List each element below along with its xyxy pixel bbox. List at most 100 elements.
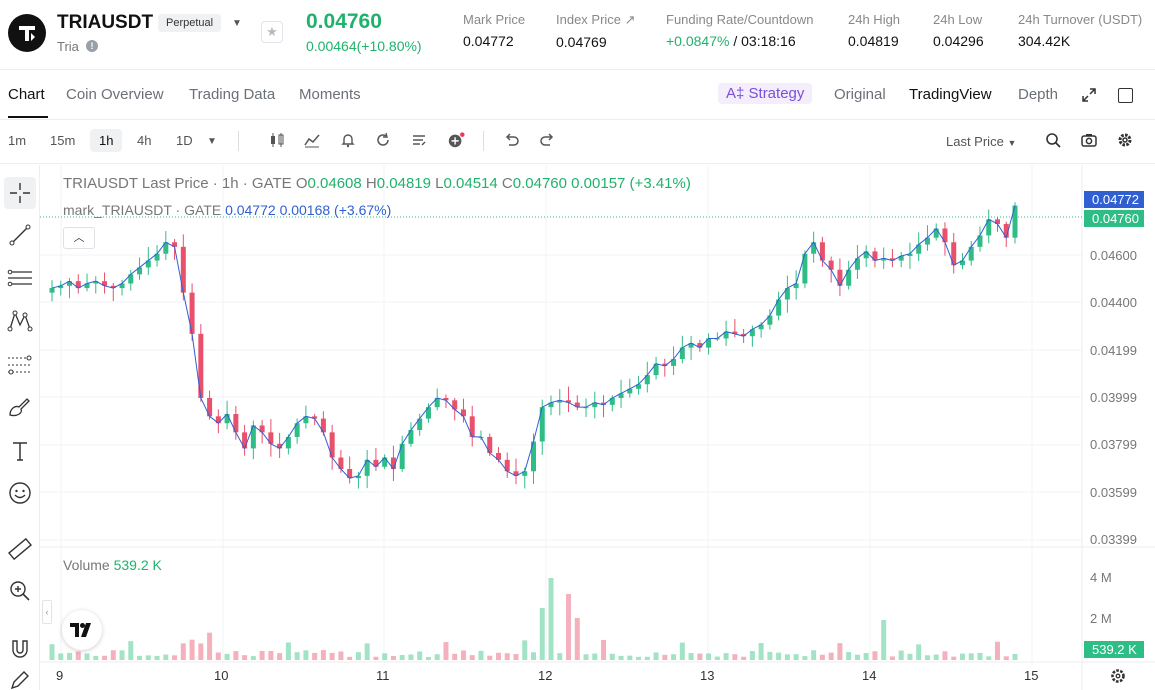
timeframe-15m[interactable]: 15m <box>50 133 76 148</box>
candle-body <box>566 400 572 403</box>
candle-type-icon[interactable] <box>268 131 286 149</box>
candle-body <box>889 258 895 261</box>
candle-body <box>93 281 99 284</box>
tab-tradingview[interactable]: TradingView <box>909 86 992 103</box>
timeframe-1h[interactable]: 1h <box>90 129 123 152</box>
candle-body <box>224 414 230 424</box>
text-tool-icon[interactable] <box>4 435 36 467</box>
volume-bar <box>460 650 466 660</box>
expand-icon[interactable] <box>1081 87 1097 108</box>
pattern-tool-icon[interactable] <box>4 305 36 337</box>
collapse-legend-button[interactable]: ︿ <box>63 227 95 249</box>
timeframe-dropdown-icon[interactable]: ▼ <box>207 136 217 147</box>
volume-bar <box>443 642 449 660</box>
mark-price-legend: mark_TRIAUSDT · GATE 0.04772 0.00168 (+3… <box>63 202 392 218</box>
zoom-in-icon[interactable] <box>4 575 36 607</box>
candle-body <box>119 283 125 289</box>
tab-trading-data[interactable]: Trading Data <box>189 86 276 103</box>
fib-retracement-icon[interactable] <box>4 349 36 381</box>
candle-body <box>487 436 493 453</box>
candle-body <box>609 398 615 405</box>
tab-coin-overview[interactable]: Coin Overview <box>66 86 164 103</box>
chevron-down-icon[interactable]: ▼ <box>232 18 242 29</box>
pencil-icon[interactable] <box>4 670 36 690</box>
volume-bar <box>198 643 204 660</box>
ohlc-legend: TRIAUSDT Last Price · 1h · GATE O0.04608… <box>63 175 691 192</box>
tab-depth[interactable]: Depth <box>1018 86 1059 103</box>
candle-body <box>84 283 90 289</box>
price-axis-label: 0.03599 <box>1090 485 1137 500</box>
candle-body <box>417 418 423 431</box>
add-plugin-icon[interactable] <box>447 131 465 149</box>
replay-icon[interactable] <box>374 131 392 149</box>
volume-bar <box>452 653 458 660</box>
candle-body <box>303 416 309 424</box>
price-axis-label: 0.04600 <box>1090 248 1137 263</box>
candle-body <box>110 285 116 289</box>
trend-line-icon[interactable] <box>4 219 36 251</box>
template-icon[interactable] <box>410 131 428 149</box>
candle-body <box>207 398 213 417</box>
indicators-icon[interactable] <box>303 131 321 149</box>
collapse-toolbar-button[interactable]: ‹ <box>42 600 52 624</box>
price-axis-label: 0.04199 <box>1090 343 1137 358</box>
timeframe-4h[interactable]: 4h <box>137 133 152 148</box>
fullscreen-icon[interactable] <box>1118 88 1133 103</box>
volume-bar <box>881 620 887 660</box>
volume-bar <box>84 653 90 660</box>
volume-bar <box>417 651 423 660</box>
emoji-icon[interactable] <box>4 477 36 509</box>
stat-index-price[interactable]: Index Price ↗ 0.04769 <box>556 12 636 50</box>
price-chart[interactable] <box>40 165 1155 690</box>
tab-chart[interactable]: Chart <box>8 86 45 103</box>
candle-body <box>373 459 379 467</box>
candle-body <box>741 333 747 337</box>
redo-icon[interactable] <box>538 131 556 149</box>
candle-body <box>662 363 668 366</box>
brush-icon[interactable] <box>4 391 36 423</box>
price-source-select[interactable]: Last Price ▼ <box>946 134 1017 149</box>
favorite-star-icon[interactable]: ★ <box>261 21 283 43</box>
volume-bar <box>968 653 974 660</box>
tab-original[interactable]: Original <box>834 86 886 103</box>
volume-bar <box>574 618 580 660</box>
symbol-name[interactable]: TRIAUSDT <box>57 12 154 33</box>
search-icon[interactable] <box>1044 131 1062 149</box>
volume-bar <box>767 651 773 660</box>
volume-bar <box>776 652 782 660</box>
horizontal-lines-icon[interactable] <box>4 262 36 294</box>
volume-bar <box>207 632 213 660</box>
undo-icon[interactable] <box>503 131 521 149</box>
volume-bar <box>618 655 624 660</box>
volume-bar <box>548 578 554 660</box>
candle-body <box>767 315 773 325</box>
timeframe-1m[interactable]: 1m <box>8 133 27 148</box>
candle-body <box>732 331 738 334</box>
stat-funding-rate: Funding Rate/Countdown +0.0847% / 03:18:… <box>666 12 814 49</box>
camera-icon[interactable] <box>1080 131 1098 149</box>
volume-bar <box>154 655 160 660</box>
axis-settings-icon[interactable] <box>1110 668 1126 687</box>
volume-bar <box>732 654 738 660</box>
candle-body <box>811 242 817 254</box>
candle-body <box>137 267 143 275</box>
info-icon[interactable]: ! <box>86 40 98 52</box>
crosshair-icon[interactable] <box>4 177 36 209</box>
volume-bar <box>102 655 108 660</box>
chart-toolbar <box>0 120 1155 164</box>
volume-bar <box>819 654 825 660</box>
candle-body <box>495 452 501 460</box>
settings-gear-icon[interactable] <box>1116 131 1134 149</box>
alert-bell-icon[interactable] <box>339 131 357 149</box>
tab-moments[interactable]: Moments <box>299 86 361 103</box>
timeframe-1d[interactable]: 1D <box>176 133 193 148</box>
candle-body <box>294 423 300 437</box>
strategy-button[interactable]: A‡ Strategy <box>718 83 813 104</box>
candle-body <box>1012 205 1018 238</box>
ruler-icon[interactable] <box>4 533 36 565</box>
candle-body <box>688 343 694 348</box>
volume-bar <box>994 641 1000 660</box>
magnet-icon[interactable] <box>4 633 36 665</box>
tradingview-logo[interactable] <box>62 610 102 650</box>
candle-body <box>460 409 466 417</box>
